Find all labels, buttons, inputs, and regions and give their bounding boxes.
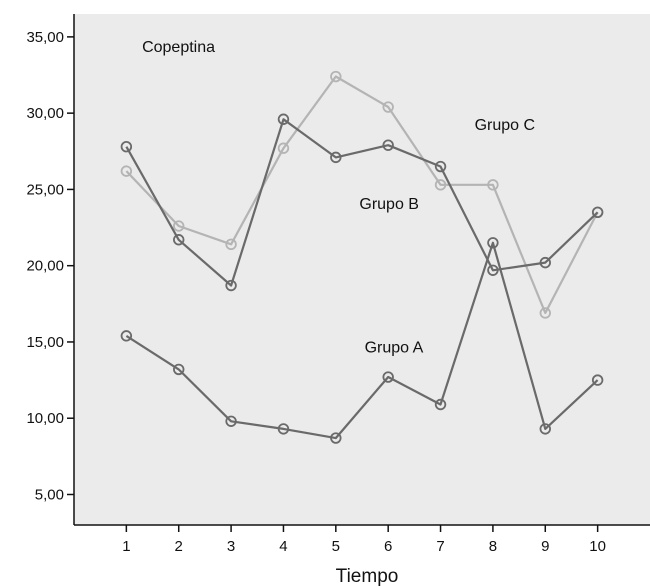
x-tick-label: 10 [589, 538, 606, 555]
plot-area [74, 14, 650, 525]
data-point-grupo-c [225, 238, 237, 251]
series-grupo-a [120, 237, 604, 444]
data-point-grupo-b [382, 139, 394, 151]
x-tick-label: 2 [175, 538, 183, 555]
x-tick-label: 7 [436, 538, 444, 555]
data-point-grupo-a [173, 363, 185, 376]
x-tick-label: 1 [122, 538, 130, 555]
x-tick-label: 4 [279, 538, 287, 555]
y-axis-ticks: 5,00 10,00 15,00 20,00 25,00 30,00 35,00 [26, 29, 74, 503]
y-tick-label: 30,00 [26, 105, 64, 122]
data-point-grupo-b [487, 264, 499, 276]
data-point-grupo-b [539, 256, 551, 269]
x-tick-label: 9 [541, 538, 549, 555]
data-point-grupo-c [173, 220, 185, 232]
annotations: Copeptina Grupo C Grupo B Grupo A [142, 39, 535, 356]
series-line-grupo-c [125, 75, 599, 315]
data-point-grupo-c [487, 179, 499, 191]
x-tick-label: 8 [489, 538, 497, 555]
x-axis-title: Tiempo [336, 566, 399, 586]
data-point-grupo-c [539, 307, 551, 319]
y-tick-label: 5,00 [35, 486, 64, 503]
data-point-grupo-a [487, 237, 499, 249]
data-point-grupo-b [330, 151, 342, 164]
x-tick-label: 6 [384, 538, 392, 555]
series-grupo-b [120, 113, 604, 292]
y-tick-label: 25,00 [26, 181, 64, 198]
x-tick-label: 3 [227, 538, 235, 555]
data-point-grupo-b [173, 234, 185, 246]
data-point-grupo-b [434, 160, 447, 173]
data-point-grupo-c [330, 70, 342, 83]
data-point-grupo-b [277, 113, 290, 125]
x-tick-label: 5 [332, 538, 340, 555]
annotation-label: Copeptina [142, 39, 215, 56]
y-tick-label: 20,00 [26, 258, 64, 275]
annotation-label: Grupo B [359, 196, 419, 213]
data-point-grupo-c [120, 165, 133, 177]
data-point-grupo-a [434, 398, 447, 411]
data-point-grupo-a [382, 371, 394, 383]
data-point-grupo-c [382, 101, 394, 113]
data-point-grupo-a [120, 330, 133, 342]
annotation-label: Grupo A [365, 340, 424, 357]
series-line-grupo-b [125, 118, 599, 287]
series-line-grupo-a [125, 241, 599, 440]
data-point-grupo-a [277, 423, 290, 435]
data-point-grupo-c [434, 179, 447, 191]
data-point-grupo-a [225, 415, 237, 427]
data-point-grupo-b [225, 279, 237, 292]
annotation-label: Grupo C [475, 117, 535, 134]
series-grupo-c [120, 70, 604, 319]
y-tick-label: 10,00 [26, 410, 64, 427]
data-point-grupo-b [120, 141, 133, 153]
data-point-grupo-a [539, 423, 551, 435]
x-axis-ticks: 1 2 3 4 5 6 7 8 9 10 [122, 525, 606, 555]
y-tick-label: 15,00 [26, 334, 64, 351]
data-point-grupo-a [330, 432, 342, 444]
data-point-grupo-b [591, 206, 604, 218]
data-point-grupo-a [591, 374, 604, 386]
y-tick-label: 35,00 [26, 29, 64, 46]
data-point-grupo-c [277, 142, 290, 154]
series-layer [120, 70, 604, 444]
